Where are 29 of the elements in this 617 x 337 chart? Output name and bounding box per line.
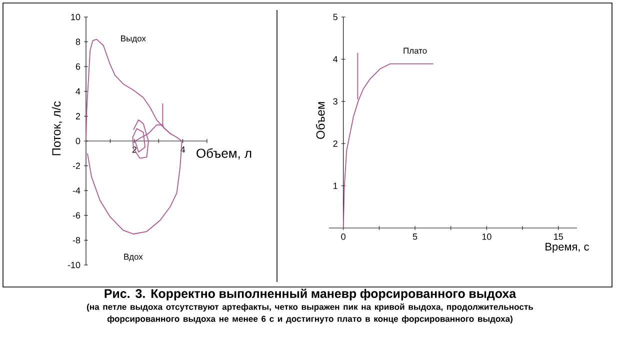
- y-tick-label: 2: [333, 140, 338, 147]
- x-tick-label: 10: [482, 234, 492, 240]
- y-tick-label: 4: [333, 56, 338, 62]
- x-tick-label: 15: [554, 234, 563, 240]
- y-tick-label: -2: [72, 162, 80, 169]
- y-tick-label: 3: [333, 98, 338, 105]
- y-tick-label: 8: [76, 38, 80, 45]
- annotation: Выдох: [121, 36, 146, 44]
- text: (на петле выдоха отсутствуют артефакты, четко выражен пик на кривой выдоха, продолжительность форсированного выдоха не менее 6 с и достигнуто плато в конце форсированного выдоха): [86, 303, 534, 324]
- y-tick-label: 5: [333, 14, 338, 20]
- y-tick-label: 0: [76, 138, 80, 144]
- x-tick-label: 5: [412, 234, 418, 240]
- y-tick-label: -10: [68, 262, 80, 268]
- y-axis-title: Поток, л/с: [52, 101, 62, 156]
- y-axis-title: Объем: [316, 102, 325, 139]
- x-axis-title: Объем, л: [196, 148, 252, 160]
- x-tick-label: 0: [341, 234, 346, 240]
- y-tick-label: 2: [76, 113, 80, 120]
- y-tick-label: -4: [72, 188, 80, 194]
- y-tick-label: 6: [76, 63, 80, 70]
- annotation: Вдох: [124, 254, 143, 262]
- y-tick-label: 10: [71, 14, 80, 20]
- y-tick-label: -6: [72, 212, 80, 219]
- x-axis-title: Время, с: [546, 242, 589, 253]
- y-tick-label: 4: [76, 88, 80, 94]
- annotation: Плато: [404, 48, 427, 54]
- text: Рис. 3. Корректно выполненный маневр форсированного выдоха: [104, 288, 516, 300]
- y-tick-label: -8: [72, 237, 80, 244]
- y-tick-label: 1: [334, 182, 338, 189]
